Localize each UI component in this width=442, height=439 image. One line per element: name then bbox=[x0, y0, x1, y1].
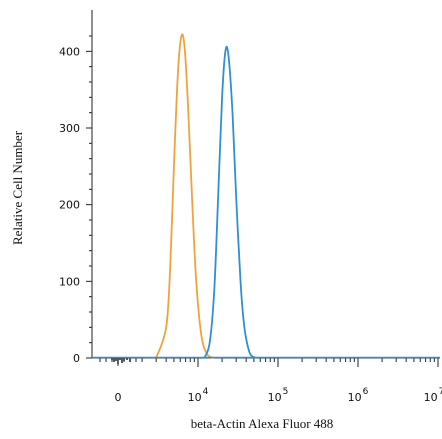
x-ticks: 0 104 105 106 107 bbox=[99, 358, 442, 404]
axes bbox=[91, 10, 440, 359]
y-tick-label: 200 bbox=[59, 199, 80, 212]
y-tick-label: 0 bbox=[73, 352, 80, 365]
y-tick-label: 100 bbox=[59, 275, 80, 288]
y-tick-label: 300 bbox=[59, 122, 80, 135]
y-axis-title: Relative Cell Number bbox=[10, 130, 25, 245]
series-line-1 bbox=[155, 33, 215, 359]
x-axis-title: beta-Actin Alexa Fluor 488 bbox=[191, 416, 334, 431]
x-tick-label: 0 bbox=[115, 391, 122, 404]
y-tick-label: 400 bbox=[59, 45, 80, 58]
series-line-2 bbox=[203, 45, 258, 359]
x-tick-label: 105 bbox=[268, 387, 289, 404]
series-layer bbox=[92, 33, 440, 359]
x-tick-label: 107 bbox=[424, 387, 442, 404]
x-tick-label: 106 bbox=[348, 387, 369, 404]
y-ticks: 0 100 200 300 400 bbox=[59, 35, 92, 365]
x-tick-label: 104 bbox=[188, 387, 209, 404]
